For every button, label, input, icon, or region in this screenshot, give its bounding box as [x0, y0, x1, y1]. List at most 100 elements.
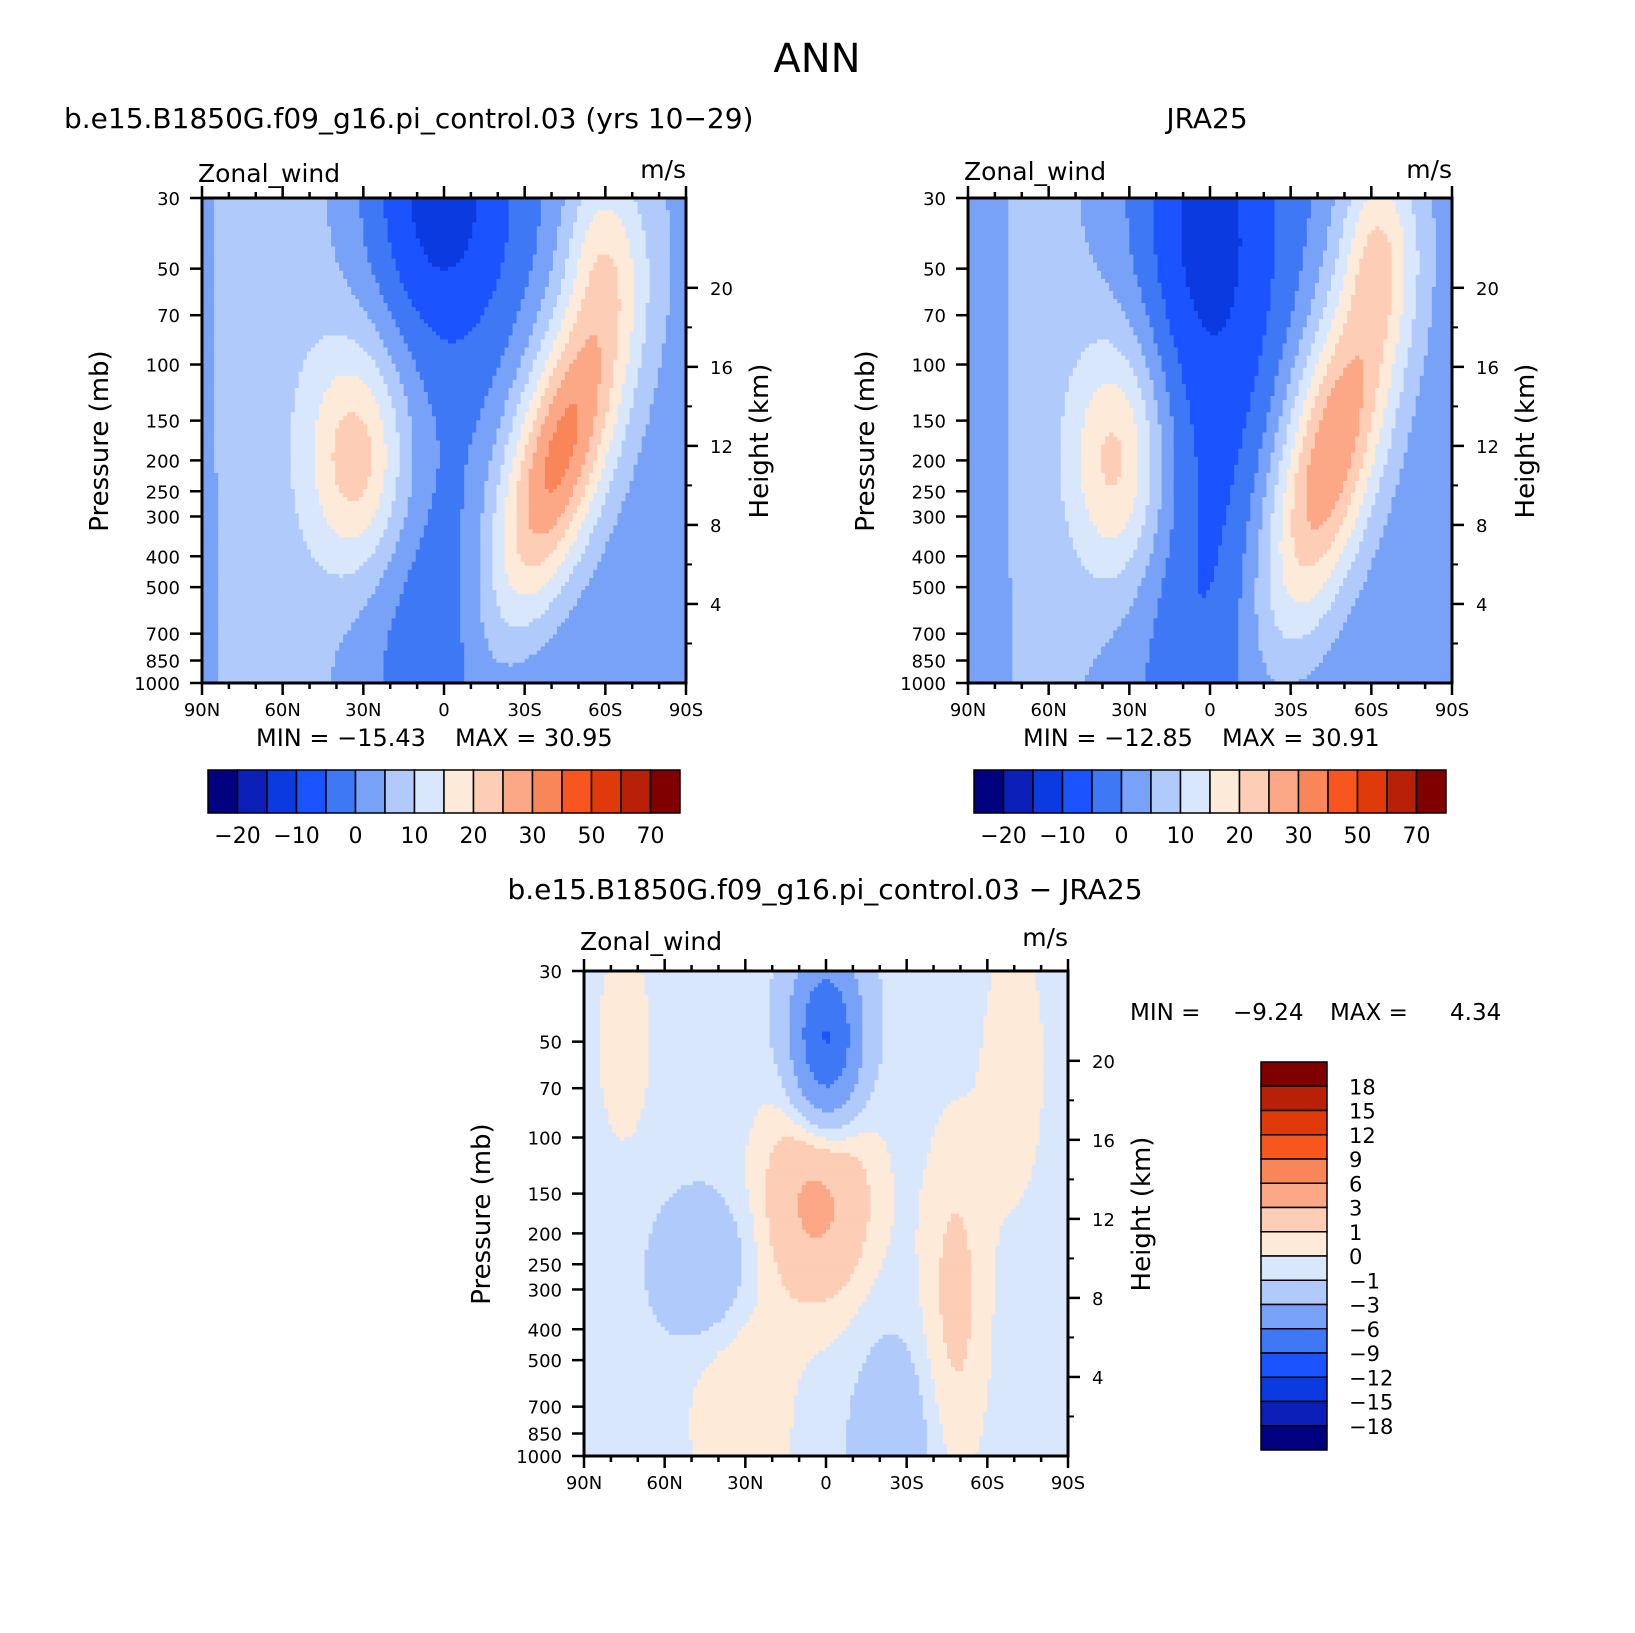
contour-cell — [1181, 254, 1239, 260]
contour-cell — [1343, 226, 1356, 231]
contour-cell — [218, 622, 352, 628]
contour-cell — [552, 634, 687, 640]
contour-cell — [609, 392, 623, 397]
contour-cell — [1367, 525, 1385, 531]
contour-cell — [383, 202, 413, 207]
contour-cell — [600, 995, 650, 1000]
contour-cell — [968, 412, 1009, 417]
contour-cell — [991, 983, 1037, 988]
contour-cell — [661, 355, 687, 361]
contour-cell — [1262, 509, 1276, 514]
contour-cell — [1367, 444, 1376, 450]
contour-cell — [480, 412, 506, 417]
contour-cell — [314, 456, 332, 462]
contour-cell — [1230, 484, 1255, 490]
contour-cell — [1331, 387, 1364, 393]
contour-cell — [1165, 557, 1199, 563]
contour-cell — [552, 573, 570, 579]
contour-cell — [1359, 590, 1453, 595]
contour-cell — [1149, 553, 1171, 559]
contour-cell — [789, 1027, 803, 1033]
contour-cell — [749, 1197, 767, 1202]
contour-cell — [1023, 1189, 1069, 1194]
contour-cell — [1008, 343, 1090, 349]
contour-cell — [1302, 448, 1312, 454]
contour-cell — [1395, 484, 1453, 490]
contour-cell — [584, 1165, 746, 1170]
contour-cell — [637, 210, 671, 215]
contour-cell — [415, 359, 502, 365]
contour-cell — [1008, 557, 1082, 563]
contour-cell — [1121, 460, 1138, 466]
contour-cell — [648, 1003, 771, 1008]
contour-cell — [1210, 586, 1243, 591]
contour-cell — [1343, 581, 1364, 587]
contour-cell — [1008, 222, 1082, 227]
contour-cell — [472, 230, 510, 235]
contour-cell — [1286, 480, 1296, 486]
x-tick-label: 60N — [1030, 700, 1066, 721]
contour-cell — [1331, 545, 1344, 551]
contour-cell — [508, 573, 554, 579]
contour-cell — [1129, 230, 1155, 235]
contour-cell — [318, 408, 381, 413]
contour-cell — [1314, 444, 1356, 450]
contour-cell — [817, 983, 835, 988]
contour-cell — [665, 323, 687, 328]
contour-cell — [765, 1181, 807, 1186]
contour-cell — [644, 983, 771, 988]
contour-cell — [834, 1217, 871, 1223]
contour-cell — [1125, 214, 1155, 219]
contour-cell — [968, 480, 1009, 486]
contour-cell — [1008, 537, 1074, 543]
contour-cell — [323, 513, 377, 518]
contour-cell — [1331, 222, 1344, 227]
contour-cell — [532, 262, 554, 268]
contour-cell — [1270, 464, 1280, 470]
contour-cell — [544, 359, 558, 365]
contour-cell — [1222, 537, 1247, 543]
contour-cell — [1407, 440, 1453, 446]
contour-cell — [1101, 274, 1138, 280]
contour-cell — [617, 331, 631, 337]
x-tick-label: 30N — [345, 700, 381, 721]
contour-cell — [1149, 432, 1163, 438]
contour-cell — [1411, 420, 1453, 425]
contour-cell — [1254, 375, 1276, 381]
contour-cell — [617, 408, 631, 413]
contour-cell — [1012, 630, 1114, 636]
contour-cell — [383, 666, 465, 672]
contour-cell — [484, 501, 498, 506]
contour-cell — [214, 222, 328, 227]
contour-cell — [604, 1104, 646, 1110]
contour-cell — [504, 618, 534, 623]
contour-cell — [633, 327, 647, 332]
contour-cell — [556, 238, 570, 244]
contour-cell — [480, 529, 493, 535]
contour-cell — [419, 371, 498, 377]
contour-cell — [1145, 363, 1163, 369]
contour-cell — [612, 1128, 638, 1134]
contour-cell — [585, 493, 594, 498]
contour-cell — [1218, 557, 1243, 563]
contour-cell — [379, 501, 393, 506]
contour-cell — [202, 533, 219, 539]
contour-cell — [1310, 375, 1324, 381]
contour-cell — [769, 1043, 791, 1049]
contour-cell — [1173, 525, 1199, 531]
contour-cell — [520, 460, 534, 466]
contour-cell — [1326, 299, 1340, 304]
contour-cell — [842, 1072, 859, 1077]
contour-cell — [1355, 517, 1368, 522]
contour-cell — [363, 234, 389, 240]
contour-cell — [1169, 549, 1199, 555]
contour-cell — [1153, 618, 1239, 623]
contour-cell — [601, 432, 614, 438]
contour-cell — [577, 315, 619, 320]
contour-cell — [1242, 238, 1276, 244]
contour-cell — [1129, 363, 1147, 369]
contour-cell — [1258, 367, 1280, 373]
contour-cell — [1290, 315, 1308, 320]
contour-cell — [464, 678, 687, 684]
contour-cell — [789, 1290, 839, 1295]
